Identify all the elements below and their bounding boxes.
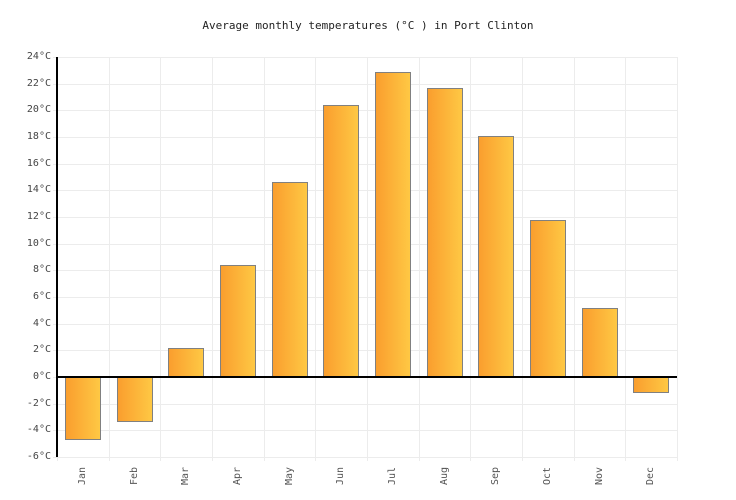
- x-gridline: [470, 57, 471, 461]
- x-gridline: [367, 57, 368, 461]
- x-gridline: [419, 57, 420, 461]
- y-tick-label: 16°C: [26, 158, 51, 169]
- y-tick-label: -2°C: [26, 398, 51, 409]
- y-gridline: [53, 350, 677, 351]
- y-tick-label: 8°C: [32, 264, 51, 275]
- y-tick-label: 10°C: [26, 238, 51, 249]
- x-tick-label: Dec: [645, 466, 656, 486]
- y-tick-label: 18°C: [26, 131, 51, 142]
- bar-jul: [375, 72, 411, 377]
- y-tick-label: 2°C: [32, 344, 51, 355]
- x-tick-label: Oct: [542, 466, 553, 486]
- bar-may: [272, 182, 308, 377]
- y-gridline: [53, 217, 677, 218]
- y-tick-label: 6°C: [32, 291, 51, 302]
- x-gridline: [212, 57, 213, 461]
- y-gridline: [53, 430, 677, 431]
- bar-mar: [168, 348, 204, 377]
- y-tick-label: 0°C: [32, 371, 51, 382]
- bar-feb: [117, 377, 153, 422]
- y-gridline: [53, 57, 677, 58]
- y-tick-label: 4°C: [32, 318, 51, 329]
- x-gridline: [574, 57, 575, 461]
- x-gridline: [522, 57, 523, 461]
- x-tick-label: Apr: [232, 466, 243, 486]
- x-tick-label: May: [284, 466, 295, 486]
- bar-sep: [478, 136, 514, 377]
- x-gridline: [264, 57, 265, 461]
- x-tick-label: Jun: [335, 466, 346, 486]
- y-gridline: [53, 110, 677, 111]
- x-gridline: [677, 57, 678, 461]
- y-tick-label: 24°C: [26, 51, 51, 62]
- bar-jan: [65, 377, 101, 440]
- y-tick-label: 20°C: [26, 104, 51, 115]
- y-tick-label: 12°C: [26, 211, 51, 222]
- y-gridline: [53, 270, 677, 271]
- bar-oct: [530, 220, 566, 377]
- y-tick-label: -4°C: [26, 424, 51, 435]
- y-gridline: [53, 457, 677, 458]
- y-tick-label: 14°C: [26, 184, 51, 195]
- x-tick-label: Aug: [439, 466, 450, 486]
- y-gridline: [53, 164, 677, 165]
- x-tick-label: Mar: [180, 466, 191, 486]
- y-gridline: [53, 190, 677, 191]
- y-gridline: [53, 297, 677, 298]
- x-gridline: [315, 57, 316, 461]
- y-tick-label: 22°C: [26, 78, 51, 89]
- x-tick-label: Nov: [594, 466, 605, 486]
- x-gridline: [625, 57, 626, 461]
- y-gridline: [53, 244, 677, 245]
- x-tick-label: Feb: [129, 466, 140, 486]
- bar-jun: [323, 105, 359, 377]
- x-gridline: [109, 57, 110, 461]
- y-gridline: [53, 324, 677, 325]
- y-tick-label: -6°C: [26, 451, 51, 462]
- x-tick-label: Sep: [490, 466, 501, 486]
- y-gridline: [53, 404, 677, 405]
- bar-aug: [427, 88, 463, 377]
- bar-apr: [220, 265, 256, 377]
- bar-dec: [633, 377, 669, 393]
- y-gridline: [53, 84, 677, 85]
- y-gridline: [53, 137, 677, 138]
- x-tick-label: Jul: [387, 466, 398, 486]
- x-tick-label: Jan: [77, 466, 88, 486]
- y-axis-line: [56, 57, 58, 457]
- bar-nov: [582, 308, 618, 377]
- zero-baseline: [56, 376, 677, 378]
- x-gridline: [160, 57, 161, 461]
- chart-title: Average monthly temperatures (°C ) in Po…: [202, 19, 534, 32]
